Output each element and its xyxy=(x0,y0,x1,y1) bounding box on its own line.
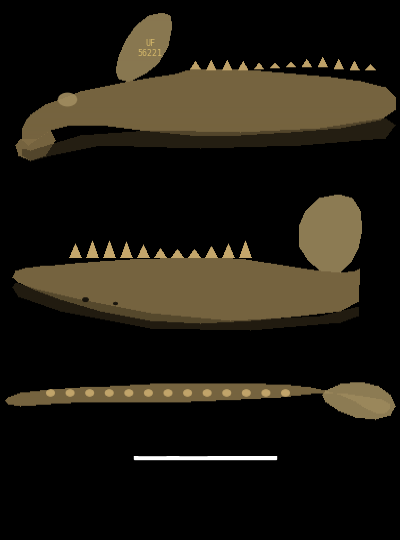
Bar xyxy=(179,446,206,455)
Text: 3 cm: 3 cm xyxy=(224,446,246,455)
Text: angular process: angular process xyxy=(230,328,319,339)
Bar xyxy=(138,446,166,455)
Text: A: A xyxy=(328,82,343,102)
Bar xyxy=(138,446,220,455)
Text: p$_{3}$: p$_{3}$ xyxy=(102,230,116,254)
Text: UF
56221: UF 56221 xyxy=(138,39,162,58)
Text: m$_{4}$: m$_{4}$ xyxy=(210,231,228,253)
Text: B: B xyxy=(60,207,74,226)
Text: 1 inch: 1 inch xyxy=(224,419,252,428)
Bar xyxy=(206,446,220,455)
Text: m$_{3}$: m$_{3}$ xyxy=(189,221,206,250)
Text: C: C xyxy=(60,321,74,340)
Bar xyxy=(166,446,179,455)
Text: angular process: angular process xyxy=(92,408,181,426)
Text: m$_{1}$: m$_{1}$ xyxy=(134,220,152,250)
Bar xyxy=(138,419,220,428)
Bar xyxy=(134,415,276,459)
Text: Florida Museum of
Natural History: Florida Museum of Natural History xyxy=(163,430,247,450)
Text: m$_{2}$: m$_{2}$ xyxy=(162,213,180,248)
